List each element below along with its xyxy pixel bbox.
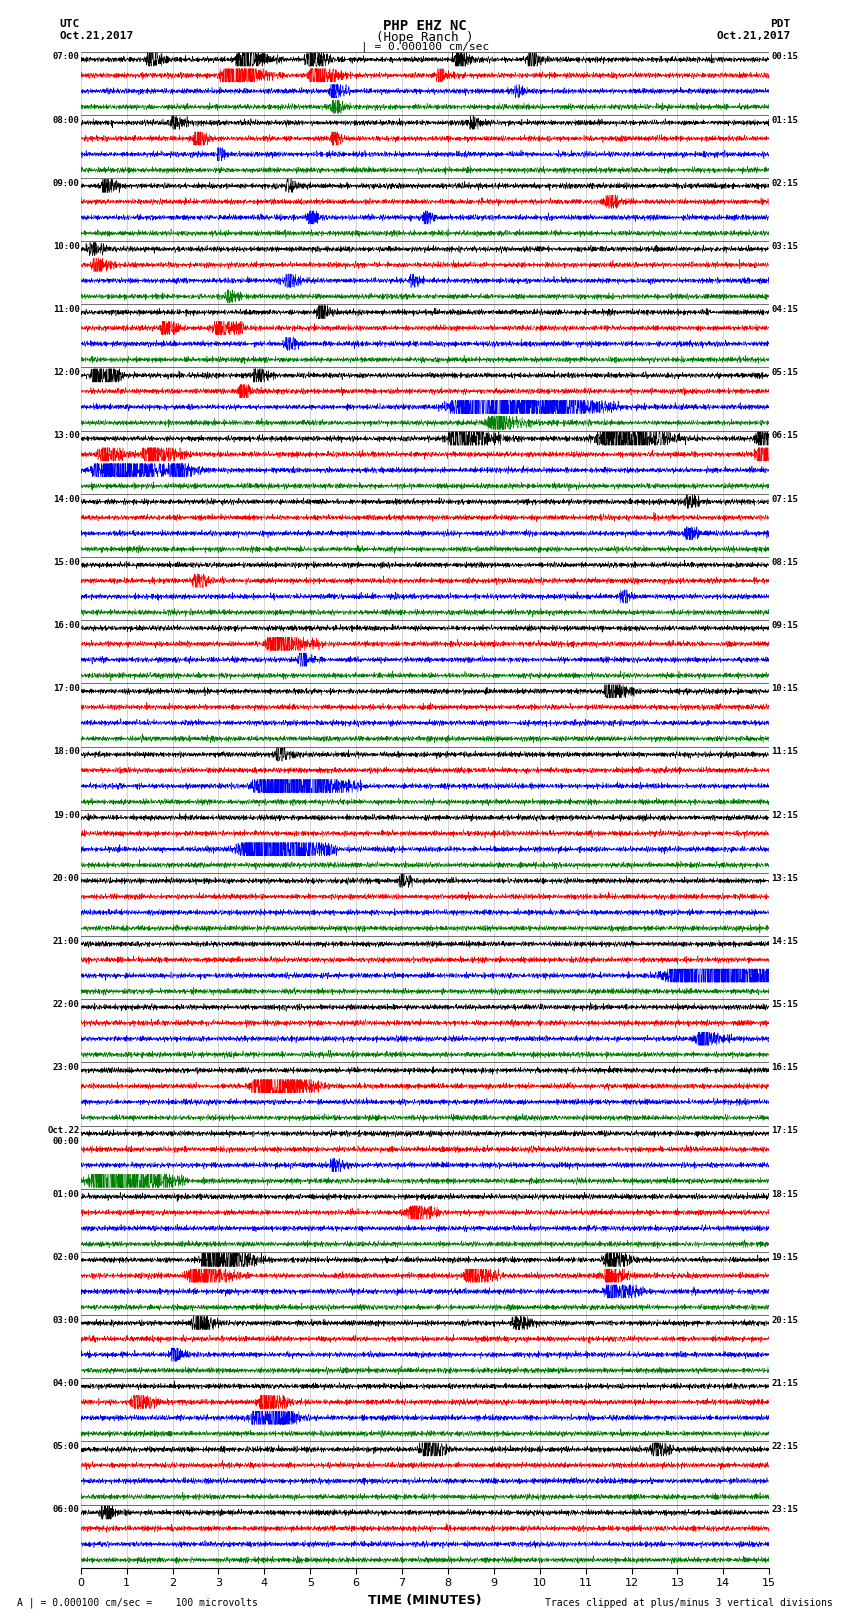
- Text: 14:00: 14:00: [53, 495, 80, 503]
- Text: 01:15: 01:15: [772, 116, 798, 124]
- Text: 10:00: 10:00: [53, 242, 80, 252]
- Text: 04:15: 04:15: [772, 305, 798, 315]
- Text: Oct.22: Oct.22: [48, 1126, 80, 1136]
- Text: 11:15: 11:15: [772, 747, 798, 756]
- Text: 03:00: 03:00: [53, 1316, 80, 1324]
- Text: 21:00: 21:00: [53, 937, 80, 945]
- Text: 15:00: 15:00: [53, 558, 80, 566]
- Text: 05:00: 05:00: [53, 1442, 80, 1452]
- Text: 10:15: 10:15: [772, 684, 798, 694]
- Text: 18:15: 18:15: [772, 1189, 798, 1198]
- Text: 02:00: 02:00: [53, 1253, 80, 1261]
- Text: Traces clipped at plus/minus 3 vertical divisions: Traces clipped at plus/minus 3 vertical …: [545, 1598, 833, 1608]
- Text: 22:15: 22:15: [772, 1442, 798, 1452]
- Text: 17:15: 17:15: [772, 1126, 798, 1136]
- Text: 03:15: 03:15: [772, 242, 798, 252]
- Text: 14:15: 14:15: [772, 937, 798, 945]
- Text: 00:15: 00:15: [772, 52, 798, 61]
- Text: 16:00: 16:00: [53, 621, 80, 631]
- Text: 06:15: 06:15: [772, 431, 798, 440]
- Text: 07:00: 07:00: [53, 52, 80, 61]
- Text: 01:00: 01:00: [53, 1189, 80, 1198]
- Text: 05:15: 05:15: [772, 368, 798, 377]
- Text: A | = 0.000100 cm/sec =    100 microvolts: A | = 0.000100 cm/sec = 100 microvolts: [17, 1597, 258, 1608]
- Text: 19:00: 19:00: [53, 810, 80, 819]
- Text: 13:00: 13:00: [53, 431, 80, 440]
- X-axis label: TIME (MINUTES): TIME (MINUTES): [368, 1594, 482, 1607]
- Text: 17:00: 17:00: [53, 684, 80, 694]
- Text: 12:15: 12:15: [772, 810, 798, 819]
- Text: 23:00: 23:00: [53, 1063, 80, 1073]
- Text: 11:00: 11:00: [53, 305, 80, 315]
- Text: 08:15: 08:15: [772, 558, 798, 566]
- Text: 23:15: 23:15: [772, 1505, 798, 1515]
- Text: 07:15: 07:15: [772, 495, 798, 503]
- Text: 04:00: 04:00: [53, 1379, 80, 1389]
- Text: 20:00: 20:00: [53, 874, 80, 882]
- Text: 13:15: 13:15: [772, 874, 798, 882]
- Text: 21:15: 21:15: [772, 1379, 798, 1389]
- Text: 18:00: 18:00: [53, 747, 80, 756]
- Text: 09:15: 09:15: [772, 621, 798, 631]
- Text: 15:15: 15:15: [772, 1000, 798, 1010]
- Text: PDT: PDT: [770, 19, 790, 29]
- Text: 20:15: 20:15: [772, 1316, 798, 1324]
- Text: 16:15: 16:15: [772, 1063, 798, 1073]
- Text: 22:00: 22:00: [53, 1000, 80, 1010]
- Text: 08:00: 08:00: [53, 116, 80, 124]
- Text: 12:00: 12:00: [53, 368, 80, 377]
- Text: PHP EHZ NC: PHP EHZ NC: [383, 19, 467, 34]
- Text: 19:15: 19:15: [772, 1253, 798, 1261]
- Text: 00:00: 00:00: [53, 1137, 80, 1147]
- Text: 06:00: 06:00: [53, 1505, 80, 1515]
- Text: Oct.21,2017: Oct.21,2017: [60, 31, 133, 40]
- Text: Oct.21,2017: Oct.21,2017: [717, 31, 790, 40]
- Text: | = 0.000100 cm/sec: | = 0.000100 cm/sec: [361, 42, 489, 53]
- Text: 02:15: 02:15: [772, 179, 798, 187]
- Text: UTC: UTC: [60, 19, 80, 29]
- Text: (Hope Ranch ): (Hope Ranch ): [377, 31, 473, 44]
- Text: 09:00: 09:00: [53, 179, 80, 187]
